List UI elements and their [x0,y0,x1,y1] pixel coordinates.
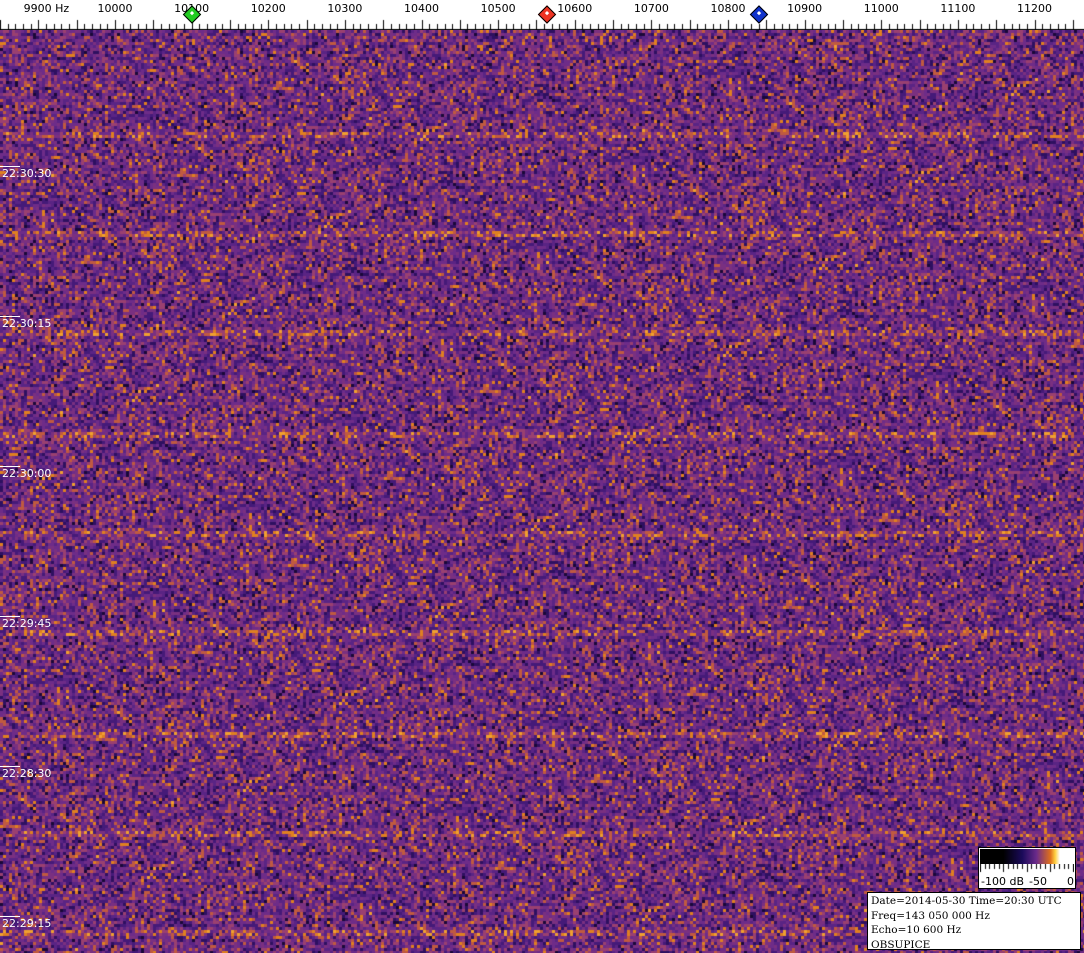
frequency-label: 11100 [940,2,976,15]
frequency-label: 10900 [787,2,823,15]
frequency-label: 10800 [710,2,746,15]
frequency-label: 10300 [327,2,363,15]
frequency-label: 10600 [557,2,593,15]
time-tick [0,916,20,917]
time-tick [0,316,20,317]
info-station: OBSUPICE [871,938,931,951]
info-echo: Echo=10 600 Hz [871,924,962,936]
time-label: 22:30:30 [2,167,52,180]
time-tick [0,616,20,617]
color-gradient [980,849,1074,864]
frequency-label: 10500 [480,2,516,15]
info-box: Date=2014-05-30 Time=20:30 UTC Freq=143 … [867,892,1081,951]
time-label: 22:29:15 [2,917,52,930]
frequency-label: 10700 [633,2,669,15]
scale-label-max: 0 [1067,875,1074,888]
scale-ticks [980,864,1074,874]
time-tick [0,766,20,767]
time-label: 22:30:00 [2,467,52,480]
scale-label-min: -100 dB [981,875,1024,888]
scale-label-mid: -50 [1029,875,1047,888]
color-scale-legend: -100 dB -50 0 [978,847,1076,889]
frequency-axis: 9900 Hz100001010010200103001040010500106… [0,0,1084,30]
waterfall-spectrogram[interactable] [0,30,1084,953]
time-tick [0,466,20,467]
time-label: 22:30:15 [2,317,52,330]
frequency-label: 10400 [404,2,440,15]
frequency-label: 11000 [863,2,899,15]
frequency-label: 10000 [97,2,133,15]
frequency-label: 11200 [1017,2,1053,15]
time-label: 22:29:45 [2,617,52,630]
info-frequency: Freq=143 050 000 Hz [871,909,990,922]
time-tick [0,166,20,167]
frequency-label: 10200 [250,2,286,15]
info-date-time: Date=2014-05-30 Time=20:30 UTC [871,895,1062,907]
frequency-label: 9900 Hz [23,2,70,15]
time-label: 22:28:30 [2,767,52,780]
